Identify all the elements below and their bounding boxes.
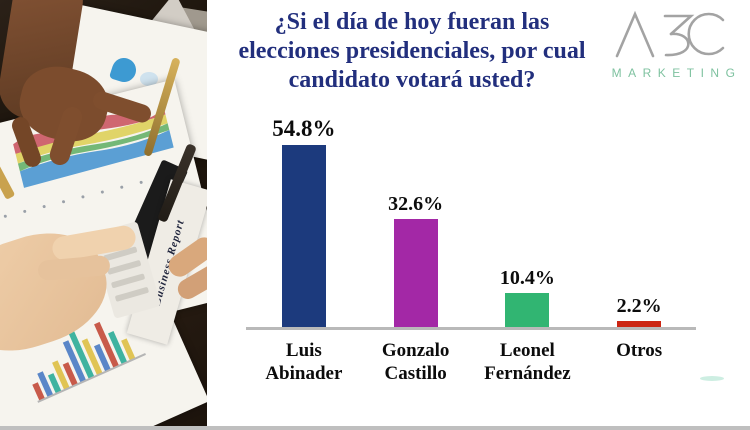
title-line-3: candidato votará usted?	[288, 67, 536, 93]
category-label: Leonel Fernández	[484, 340, 571, 384]
dotted-row-graphic	[3, 180, 143, 218]
bar-value-label: 32.6%	[388, 193, 444, 216]
category-label: Gonzalo Castillo	[381, 340, 450, 384]
bar	[617, 320, 662, 328]
bar-column: 10.4%	[472, 267, 584, 328]
bottom-divider	[0, 426, 750, 430]
bar	[281, 145, 326, 328]
abc-marketing-logo: MARKETING	[602, 8, 745, 80]
bar	[505, 293, 550, 328]
abc-logo-icon	[615, 10, 724, 58]
logo-subtitle: MARKETING	[611, 66, 742, 80]
paper-sheet-bottom	[0, 250, 207, 426]
title-line-2: elecciones presidenciales, por cual	[238, 38, 586, 64]
x-axis-line	[246, 327, 696, 330]
category-label: Otros	[616, 340, 663, 361]
bar-column: 2.2%	[583, 295, 695, 328]
title-line-1: ¿Si el día de hoy fueran las	[274, 9, 550, 35]
teal-smudge-graphic	[700, 376, 724, 381]
bar-column: 54.8%	[248, 116, 360, 328]
category-labels: Luis Abinader Gonzalo Castillo Leonel Fernánd…	[248, 339, 695, 385]
bar-value-label: 10.4%	[499, 267, 555, 290]
faded-droplet-graphic	[140, 72, 158, 86]
category-label: Luis Abinader	[265, 340, 343, 384]
bar-chart-graphic	[32, 320, 146, 403]
bar	[393, 219, 438, 328]
bar-value-label: 2.2%	[616, 294, 662, 317]
desk-photo: Business Report	[0, 0, 207, 426]
page-title: ¿Si el día de hoy fueran las elecciones …	[213, 8, 611, 95]
bar-column: 32.6%	[360, 193, 472, 328]
bar-plot: 54.8% 32.6% 10.4% 2.2%	[248, 102, 695, 328]
bar-value-label: 54.8%	[272, 116, 336, 142]
